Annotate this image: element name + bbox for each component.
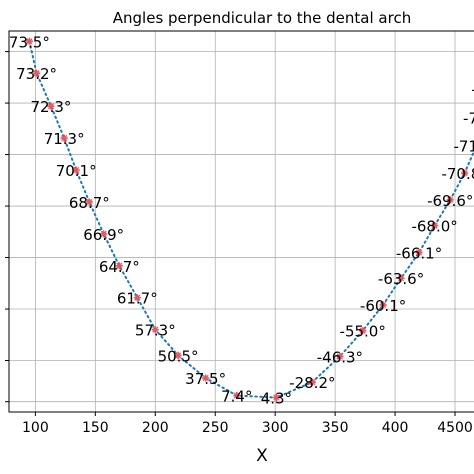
data-point [174,351,182,359]
point-marker [273,394,280,401]
x-tick-label: 350 [322,420,349,436]
data-label: 57.3° [135,322,176,340]
data-label: 61.7° [117,290,158,308]
x-tick-label: 150 [82,420,109,436]
point-marker [397,275,405,282]
data-point [85,198,93,206]
data-point [233,391,241,400]
point-marker [33,70,40,77]
point-marker [336,353,344,360]
data-label: -68.0° [411,218,457,236]
x-tick-label: 200 [142,420,169,436]
point-marker [61,134,68,142]
data-label: 68.7° [69,194,110,212]
data-label: -55.0° [340,323,386,341]
data-label: -72.5° [463,109,474,127]
point-marker [26,38,33,45]
data-point [431,222,439,230]
data-label: -73.0° [471,81,474,99]
x-tick-label: 300 [262,420,289,436]
x-axis-label: X [256,446,268,466]
x-tick-label: 100 [22,420,49,436]
data-point [72,166,80,174]
data-point [202,374,210,382]
data-label: -63.6° [378,270,424,288]
data-point [446,196,454,204]
point-marker [73,166,80,174]
point-marker [379,301,387,309]
point-marker [233,392,240,399]
point-marker [86,198,93,206]
point-marker [174,352,182,359]
data-label: -70.8° [441,165,474,183]
point-marker [100,230,107,237]
x-tick-label: 4500 [437,420,473,436]
point-marker [309,379,316,386]
point-marker [47,103,55,110]
data-point [115,262,123,270]
data-point [272,393,280,402]
point-marker [152,326,159,333]
data-label: 71.3° [44,130,85,148]
data-point [47,102,55,110]
data-point [32,69,41,77]
data-label: -66.1° [396,244,442,262]
data-layer: 73.5° 73.2° 72.3° 71.3° 70.1° 68.7° 66.9° 64.7°… [9,33,474,408]
point-marker [461,170,468,177]
data-label: 4.3° [261,390,292,408]
data-label: 64.7° [99,258,140,276]
data-point [397,274,405,282]
point-marker [116,262,123,269]
chart-title: Angles perpendicular to the dental arch [113,9,411,27]
data-label: 37.5° [185,370,226,388]
point-marker [359,327,366,334]
data-point [461,169,469,177]
point-marker [415,249,423,256]
data-label: -69.6° [427,192,473,210]
point-marker [134,294,141,301]
x-tick-label: 250 [202,420,229,436]
data-label: 73.5° [9,33,50,51]
data-point [308,378,316,386]
data-label: 7.4° [221,388,252,406]
data-label: 73.2° [16,65,57,83]
data-point [25,37,33,45]
data-label: -46.3° [317,348,363,366]
data-label: -71.8° [453,137,474,155]
data-point [151,326,159,334]
x-tick-label: 400 [382,420,409,436]
data-point [359,327,367,335]
data-label: -60.1° [360,297,406,315]
plot-frame [8,30,474,413]
gridlines [9,31,474,412]
data-point [336,352,344,360]
y-axis-ticks [5,51,9,403]
x-axis-ticks: 100 150 200 250 300 350 400 4500 [22,412,473,436]
data-label: 70.1° [56,162,97,180]
point-marker [431,222,438,229]
data-point [379,301,387,309]
data-point [133,294,141,302]
data-label: 50.5° [158,347,199,365]
data-label: 66.9° [83,226,124,244]
data-label: 72.3° [31,98,72,116]
data-point [415,248,423,256]
point-marker [202,374,209,382]
data-point [100,230,108,238]
data-label: -28.2° [289,374,335,392]
point-marker [447,196,454,203]
data-point [60,134,68,142]
series-line [28,40,474,399]
